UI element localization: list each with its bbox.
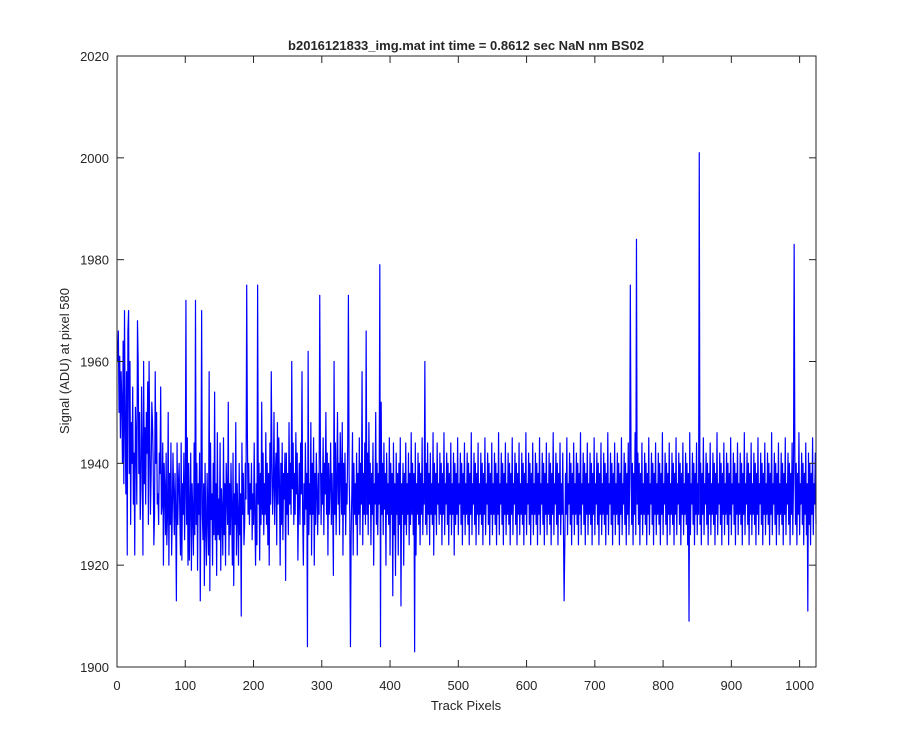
- y-tick-label: 1960: [80, 355, 109, 370]
- y-tick-label: 2000: [80, 151, 109, 166]
- y-tick-label: 1980: [80, 253, 109, 268]
- x-tick-label: 400: [379, 678, 401, 693]
- x-tick-label: 1000: [785, 678, 814, 693]
- y-tick-label: 1900: [80, 660, 109, 675]
- x-axis-label: Track Pixels: [431, 698, 502, 713]
- x-tick-label: 800: [652, 678, 674, 693]
- y-axis: 1900 1920 1940 1960 1980 2000 2020: [80, 49, 816, 675]
- x-axis: 0 100 200 300 400 500 600 700 800 900 1000: [113, 56, 814, 693]
- x-tick-label: 700: [584, 678, 606, 693]
- y-tick-label: 2020: [80, 49, 109, 64]
- x-tick-label: 100: [174, 678, 196, 693]
- y-axis-label: Signal (ADU) at pixel 580: [57, 288, 72, 434]
- x-tick-label: 300: [311, 678, 333, 693]
- y-tick-label: 1920: [80, 558, 109, 573]
- x-tick-label: 900: [721, 678, 743, 693]
- series-layer: [117, 152, 817, 653]
- chart-title: b2016121833_img.mat int time = 0.8612 se…: [288, 38, 644, 53]
- x-tick-label: 600: [516, 678, 538, 693]
- x-tick-label: 0: [113, 678, 120, 693]
- x-tick-label: 500: [447, 678, 469, 693]
- x-tick-label: 200: [243, 678, 265, 693]
- series-line-0: [117, 152, 817, 653]
- y-tick-label: 1940: [80, 456, 109, 471]
- plot-area: [117, 56, 816, 667]
